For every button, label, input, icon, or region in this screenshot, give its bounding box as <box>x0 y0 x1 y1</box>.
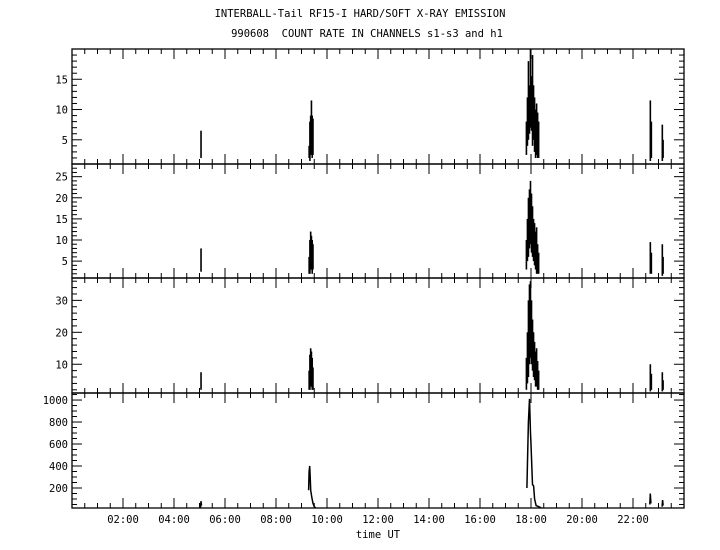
x-tick-label: 14:00 <box>413 514 445 526</box>
y-tick-label: 5 <box>62 256 68 268</box>
x-tick-label: 12:00 <box>362 514 394 526</box>
x-tick-label: 04:00 <box>158 514 190 526</box>
y-tick-label: 400 <box>49 461 68 473</box>
panel-frame-h1 <box>71 392 685 509</box>
y-tick-label: 800 <box>49 417 68 429</box>
chart-subtitle: 990608 COUNT RATE IN CHANNELS s1-s3 and … <box>231 28 503 40</box>
y-tick-label: 20 <box>55 193 68 205</box>
x-tick-label: 18:00 <box>515 514 547 526</box>
x-axis-label: time UT <box>356 529 401 541</box>
y-tick-label: 10 <box>55 235 68 247</box>
data-line-h1 <box>661 500 664 507</box>
x-tick-label: 22:00 <box>617 514 649 526</box>
y-tick-label: 1000 <box>43 395 68 407</box>
panel-frame-s3 <box>71 277 685 394</box>
panel-frame-s1 <box>71 48 685 165</box>
y-tick-label: 600 <box>49 439 68 451</box>
data-line-h1 <box>526 398 542 509</box>
y-tick-label: 15 <box>55 74 68 86</box>
y-tick-label: 10 <box>55 105 68 117</box>
x-tick-label: 06:00 <box>209 514 241 526</box>
y-tick-label: 25 <box>55 172 68 184</box>
x-tick-label: 20:00 <box>566 514 598 526</box>
data-line-h1 <box>199 501 203 508</box>
x-tick-label: 10:00 <box>311 514 343 526</box>
y-tick-label: 30 <box>55 295 68 307</box>
y-tick-label: 10 <box>55 359 68 371</box>
x-tick-label: 02:00 <box>107 514 139 526</box>
x-tick-label: 16:00 <box>464 514 496 526</box>
chart-title: INTERBALL-Tail RF15-I HARD/SOFT X-RAY EM… <box>214 8 506 20</box>
data-line-h1 <box>307 465 317 509</box>
x-tick-label: 08:00 <box>260 514 292 526</box>
y-tick-label: 200 <box>49 483 68 495</box>
y-tick-label: 15 <box>55 214 68 226</box>
data-line-h1 <box>649 493 652 505</box>
y-tick-label: 20 <box>55 327 68 339</box>
panel-frame-s2 <box>71 163 685 279</box>
y-tick-label: 5 <box>62 135 68 147</box>
